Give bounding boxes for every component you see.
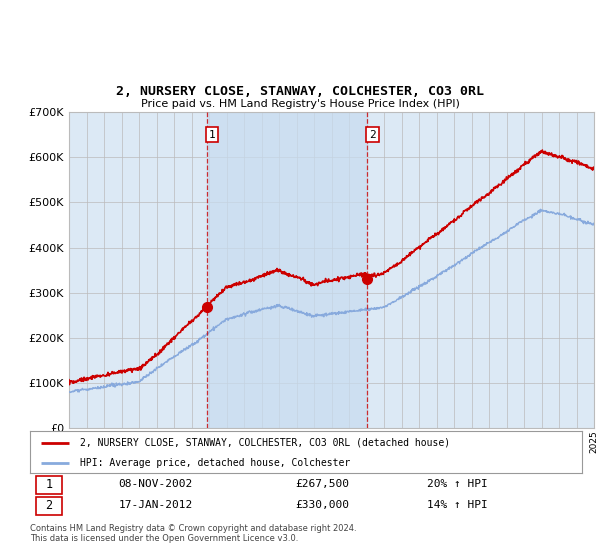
- Text: 17-JAN-2012: 17-JAN-2012: [118, 501, 193, 510]
- Text: 1: 1: [208, 129, 215, 139]
- Text: £267,500: £267,500: [295, 479, 349, 489]
- Text: Contains HM Land Registry data © Crown copyright and database right 2024.
This d: Contains HM Land Registry data © Crown c…: [30, 524, 356, 543]
- Text: Price paid vs. HM Land Registry's House Price Index (HPI): Price paid vs. HM Land Registry's House …: [140, 99, 460, 109]
- Text: 2, NURSERY CLOSE, STANWAY, COLCHESTER, CO3 0RL: 2, NURSERY CLOSE, STANWAY, COLCHESTER, C…: [116, 85, 484, 98]
- Bar: [206, 112, 367, 428]
- Text: 08-NOV-2002: 08-NOV-2002: [118, 479, 193, 489]
- Text: 1: 1: [45, 478, 52, 491]
- FancyBboxPatch shape: [35, 497, 62, 515]
- Text: HPI: Average price, detached house, Colchester: HPI: Average price, detached house, Colc…: [80, 458, 350, 468]
- FancyBboxPatch shape: [35, 476, 62, 494]
- Text: 2: 2: [369, 129, 376, 139]
- Text: 2, NURSERY CLOSE, STANWAY, COLCHESTER, CO3 0RL (detached house): 2, NURSERY CLOSE, STANWAY, COLCHESTER, C…: [80, 438, 450, 448]
- Text: 20% ↑ HPI: 20% ↑ HPI: [427, 479, 488, 489]
- Text: £330,000: £330,000: [295, 501, 349, 510]
- Text: 2: 2: [45, 499, 52, 512]
- Text: 14% ↑ HPI: 14% ↑ HPI: [427, 501, 488, 510]
